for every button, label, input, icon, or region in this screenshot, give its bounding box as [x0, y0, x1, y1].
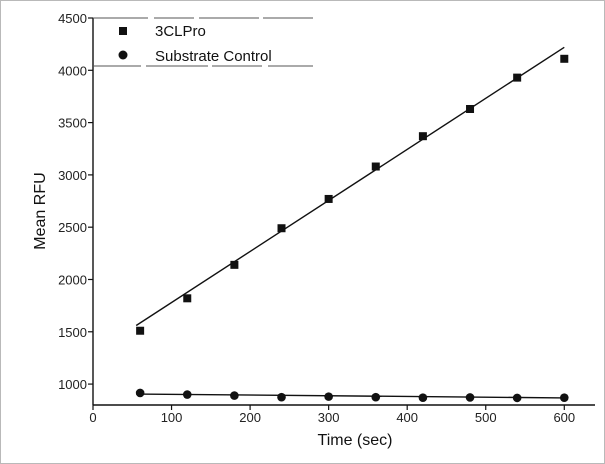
y-tick-label: 4500: [58, 11, 87, 26]
point-substrate-control: [512, 393, 522, 403]
legend: 3CLPro Substrate Control: [93, 17, 313, 67]
y-axis-label: Mean RFU: [32, 172, 49, 249]
point-substrate-control: [559, 393, 569, 402]
point-substrate-control: [182, 390, 192, 399]
point-3clpro: [230, 260, 239, 269]
point-3clpro: [136, 326, 145, 335]
y-tick-label: 1500: [58, 325, 87, 340]
data-points: [135, 54, 569, 403]
x-tick-label: 0: [89, 410, 96, 425]
legend-label-substrate-control: Substrate Control: [155, 48, 272, 65]
y-tick-label: 3000: [58, 168, 87, 183]
legend-label-3clpro: 3CLPro: [155, 23, 206, 40]
fit-line-substrate-control: [136, 393, 565, 399]
point-3clpro: [513, 73, 522, 82]
y-tick-label: 4000: [58, 63, 87, 78]
point-3clpro: [560, 54, 569, 63]
point-substrate-control: [230, 391, 239, 400]
x-tick-label: 600: [553, 410, 575, 425]
point-3clpro: [371, 162, 380, 171]
x-tick-label: 300: [318, 410, 340, 425]
point-3clpro: [418, 132, 427, 141]
point-substrate-control: [277, 392, 286, 402]
fit-lines: [135, 46, 565, 399]
x-axis-label: Time (sec): [318, 432, 393, 449]
x-tick-label: 100: [161, 410, 183, 425]
fit-line-3clpro: [135, 46, 565, 327]
x-tick-label: 500: [475, 410, 497, 425]
y-tick-label: 2500: [58, 220, 87, 235]
x-tick-label: 200: [239, 410, 261, 425]
point-substrate-control: [371, 392, 381, 402]
point-substrate-control: [135, 388, 145, 398]
legend-circle-marker-icon: [118, 50, 128, 60]
point-substrate-control: [465, 393, 475, 402]
x-ticks: 0 100 200 300 400 500 600: [89, 405, 575, 425]
point-3clpro: [277, 224, 286, 233]
point-3clpro: [324, 194, 333, 203]
y-ticks: 1000 1500 2000 2500 3000 3500 4000 4500: [58, 11, 93, 392]
legend-square-marker-icon: [119, 27, 127, 35]
y-tick-label: 3500: [58, 116, 87, 131]
point-substrate-control: [418, 393, 428, 402]
y-tick-label: 1000: [58, 377, 87, 392]
point-3clpro: [466, 104, 475, 113]
x-tick-label: 400: [396, 410, 418, 425]
y-tick-label: 2000: [58, 272, 87, 287]
point-substrate-control: [324, 392, 333, 401]
point-3clpro: [183, 294, 192, 303]
